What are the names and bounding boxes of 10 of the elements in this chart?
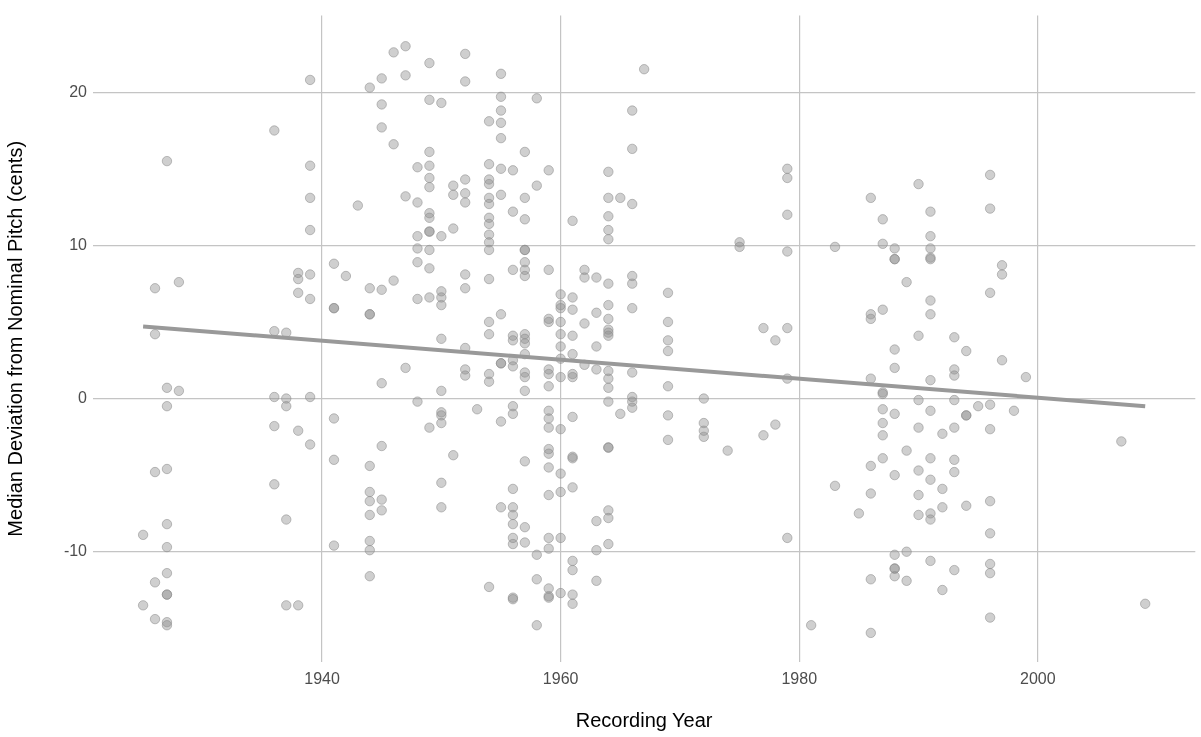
- y-tick-label: 10: [69, 235, 88, 253]
- y-tick-label: 0: [78, 388, 88, 406]
- y-axis-title: Median Deviation from Nominal Pitch (cents): [3, 140, 26, 537]
- x-tick-label: 1940: [304, 670, 340, 688]
- x-tick-label: 1980: [781, 670, 818, 688]
- y-tick-label: -10: [63, 542, 88, 560]
- y-tick-label: 20: [69, 82, 88, 100]
- x-tick-label: 1960: [542, 670, 579, 688]
- x-axis-title: Recording Year: [575, 708, 713, 731]
- x-tick-label: 2000: [1020, 670, 1056, 688]
